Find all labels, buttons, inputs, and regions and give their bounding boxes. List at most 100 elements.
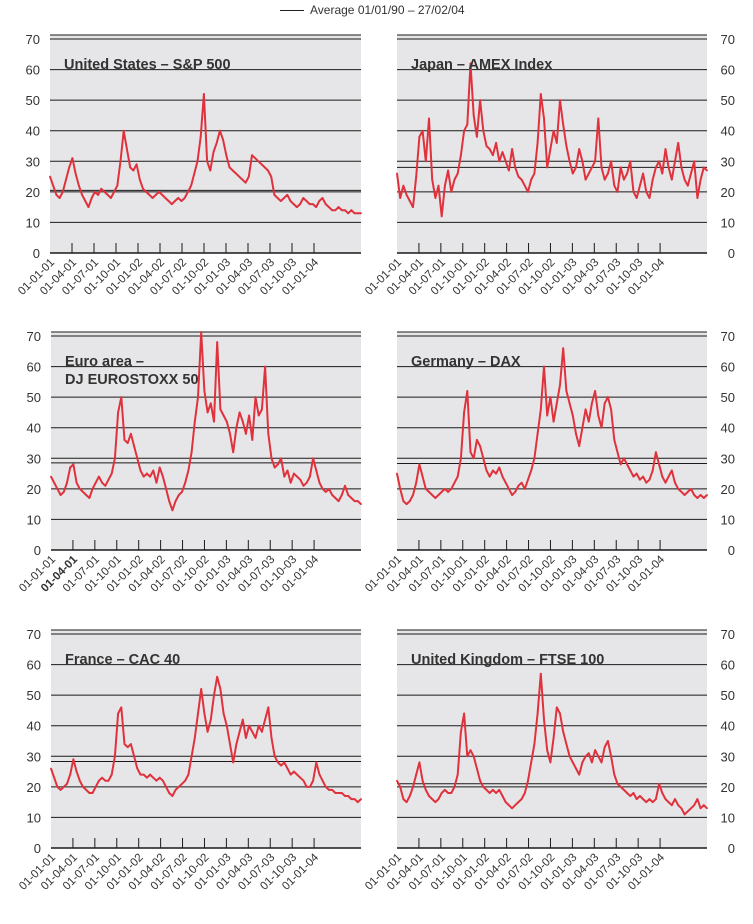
data-point (328, 789, 330, 791)
data-point (619, 463, 622, 466)
data-point (215, 142, 218, 144)
data-point (434, 801, 437, 804)
data-point (667, 166, 670, 169)
data-point (53, 481, 56, 484)
data-point (453, 481, 456, 484)
data-point (543, 117, 545, 120)
data-point (88, 497, 91, 499)
data-point (428, 795, 430, 797)
data-point (184, 481, 187, 484)
data-point (181, 491, 183, 493)
data-point (408, 795, 411, 797)
y-tick-label: 10 (27, 810, 41, 825)
data-point (555, 142, 558, 144)
y-tick-label: 20 (27, 780, 41, 795)
data-point (190, 184, 192, 187)
data-point (565, 743, 568, 745)
y-tick-label: 0 (728, 543, 735, 558)
data-point (321, 779, 324, 782)
y-tick-label: 20 (721, 482, 735, 497)
data-point (450, 487, 453, 490)
data-point (190, 451, 193, 454)
data-point (626, 463, 629, 466)
data-point (318, 773, 321, 776)
data-point (353, 500, 356, 502)
data-point (296, 475, 298, 478)
data-point (418, 761, 421, 764)
data-point (187, 773, 190, 776)
data-point (273, 755, 276, 758)
data-point (235, 172, 237, 175)
data-point (645, 801, 648, 804)
data-point (619, 166, 622, 169)
data-point (568, 160, 571, 163)
data-point (517, 484, 520, 487)
data-point (581, 160, 584, 163)
data-point (648, 798, 651, 800)
data-point (267, 169, 269, 172)
data-point (600, 166, 603, 169)
data-point (199, 135, 202, 138)
data-point (539, 408, 542, 411)
data-point (693, 494, 696, 496)
y-tick-label: 50 (721, 688, 735, 703)
data-point (479, 445, 481, 447)
data-point (203, 712, 206, 715)
data-point (260, 163, 263, 166)
data-point (129, 166, 132, 169)
y-tick-label: 70 (27, 329, 41, 344)
y-tick-label: 70 (27, 627, 41, 642)
data-point (52, 184, 55, 187)
data-point (399, 785, 402, 788)
data-point (212, 151, 215, 154)
data-point (575, 767, 577, 770)
data-point (501, 475, 504, 478)
data-point (607, 740, 609, 742)
data-point (610, 160, 613, 163)
data-point (82, 491, 84, 493)
data-point (638, 795, 641, 797)
data-point (350, 209, 353, 212)
data-point (415, 773, 418, 776)
data-point (517, 175, 520, 178)
data-point (587, 752, 590, 755)
data-point (107, 478, 110, 481)
data-point (613, 184, 616, 187)
data-point (613, 773, 616, 776)
data-point (549, 148, 552, 150)
data-point (200, 331, 203, 333)
panel-title: Japan – AMEX Index (411, 57, 552, 73)
data-point (475, 439, 478, 441)
data-point (277, 761, 279, 764)
data-point (402, 184, 405, 187)
data-point (412, 494, 414, 496)
data-point (635, 472, 638, 475)
data-point (308, 203, 311, 205)
data-point (308, 785, 311, 788)
data-point (399, 197, 402, 199)
data-point (552, 420, 555, 423)
data-point (421, 129, 424, 132)
data-point (552, 737, 555, 739)
data-point (616, 451, 619, 454)
data-point (690, 807, 692, 810)
data-point (562, 730, 565, 733)
data-point (193, 420, 196, 423)
data-point (251, 730, 254, 733)
data-point (229, 432, 231, 435)
data-point (356, 212, 359, 215)
data-point (600, 426, 603, 429)
data-point (324, 203, 327, 205)
data-point (91, 487, 94, 490)
data-point (530, 469, 533, 472)
data-point (340, 792, 343, 794)
data-point (117, 411, 120, 414)
data-point (584, 408, 587, 411)
data-point (664, 148, 667, 150)
data-point (699, 494, 702, 496)
data-point (213, 694, 215, 697)
data-point (594, 749, 597, 752)
data-point (248, 414, 251, 417)
data-point (279, 200, 282, 202)
